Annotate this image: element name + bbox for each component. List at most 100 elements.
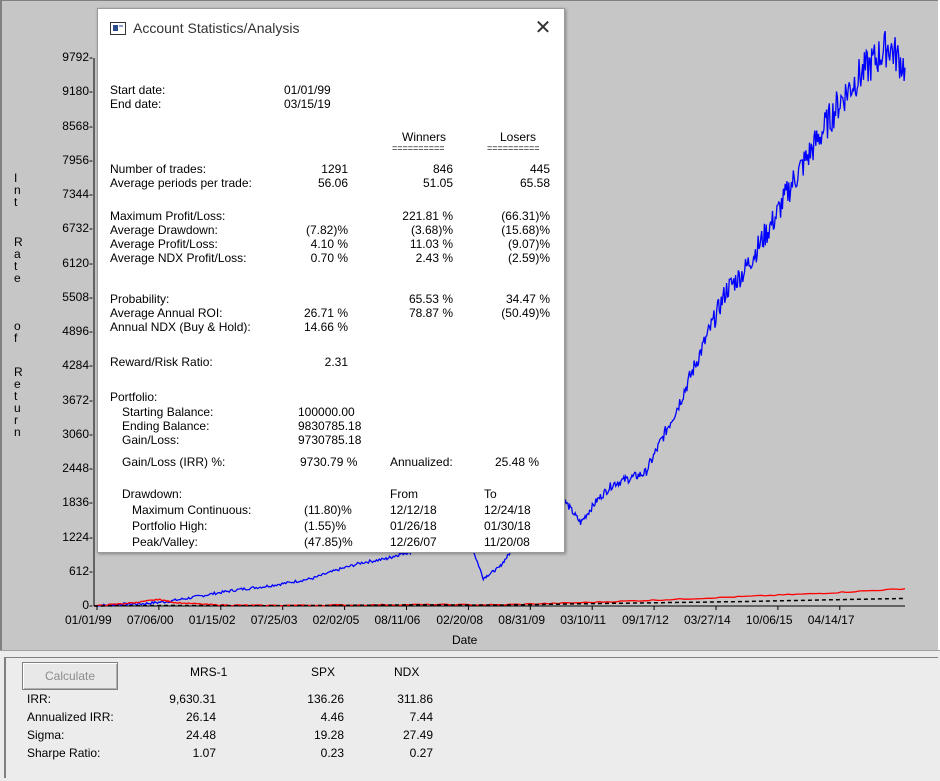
summary-panel (0, 650, 940, 781)
stat-losers-value: (2.59)% (507, 251, 550, 265)
x-axis-title: Date (452, 633, 478, 647)
stat-label: Average Drawdown: (110, 223, 218, 237)
stat-winners-value: 846 (432, 162, 453, 176)
x-tick-label: 01/01/99 (65, 613, 112, 627)
stat-all-value: 0.70 % (310, 251, 348, 265)
summary-cell: 311.86 (397, 692, 433, 706)
y-tick-label: 1224- (62, 529, 93, 544)
summary-cell: 24.48 (185, 728, 216, 742)
summary-row-label: Sigma: (27, 728, 65, 742)
max-continuous-from: 12/12/18 (390, 503, 437, 517)
stat-winners-value: 78.87 % (408, 306, 453, 320)
stat-losers-value: (15.68)% (501, 223, 550, 237)
y-axis-title-letter: f (14, 331, 18, 345)
y-tick-label: 4896- (62, 324, 93, 338)
x-tick-label: 01/15/02 (188, 613, 236, 627)
stat-label: Average Profit/Loss: (110, 237, 218, 251)
gain-loss-irr-value: 9730.79 % (300, 455, 358, 469)
winners-separator: ========== (392, 143, 445, 153)
y-axis-title-letter: e (14, 377, 21, 391)
x-tick-label: 03/10/11 (560, 613, 607, 627)
summary-cell: 0.23 (320, 746, 344, 760)
y-tick-label: 9792- (62, 50, 93, 64)
peak-valley-to: 11/20/08 (484, 535, 530, 549)
x-tick-label: 04/14/17 (807, 613, 855, 627)
summary-cell: 26.14 (185, 710, 216, 724)
y-axis-title-letter: t (14, 195, 18, 209)
x-tick-label: 07/06/00 (126, 613, 174, 627)
stat-losers-value: 65.58 (519, 176, 550, 190)
summary-cell: 27.49 (402, 728, 433, 742)
y-tick-label: 5508- (62, 289, 93, 304)
losers-separator: ========== (487, 143, 540, 153)
y-tick-label: 612- (68, 563, 93, 578)
x-tick-label: 02/02/05 (312, 613, 360, 627)
close-button[interactable]: ✕ (534, 17, 552, 39)
portfolio-label: Portfolio: (110, 390, 158, 404)
dialog-titlebar[interactable]: Account Statistics/Analysis ✕ (98, 9, 564, 47)
stat-winners-value: 221.81 % (402, 209, 453, 223)
y-axis-title-letter: n (14, 183, 21, 197)
gain-loss-value: 9730785.18 (298, 433, 362, 447)
y-tick-label: 1836- (62, 495, 93, 510)
portfolio-high-value: (1.55)% (304, 519, 347, 533)
annualized-label: Annualized: (390, 455, 453, 469)
x-tick-label: 07/25/03 (250, 613, 298, 627)
y-tick-label: 0- (82, 598, 93, 612)
stat-label: Number of trades: (110, 162, 207, 176)
series-line-spx (94, 597, 905, 607)
y-tick-label: 9180- (62, 84, 93, 99)
peak-valley-value: (47.85)% (304, 535, 353, 549)
drawdown-from-header: From (390, 487, 418, 501)
y-tick-label: 8568- (62, 118, 93, 133)
stat-label: Annual NDX (Buy & Hold): (110, 320, 251, 334)
y-axis-title-letter: r (14, 413, 18, 427)
drawdown-label: Drawdown: (122, 487, 183, 501)
y-axis-title-letter: R (14, 235, 23, 249)
stat-losers-value: 445 (529, 162, 550, 176)
portfolio-high-to: 01/30/18 (484, 519, 531, 533)
stat-all-value: 4.10 % (310, 237, 348, 251)
stat-label: Probability: (110, 292, 170, 306)
dialog-title: Account Statistics/Analysis (133, 20, 300, 36)
summary-cell: 19.28 (313, 728, 344, 742)
stat-losers-value: (9.07)% (507, 237, 550, 251)
stat-label: Maximum Profit/Loss: (110, 209, 226, 223)
stat-all-value: 1291 (321, 162, 348, 176)
col-header-spx: SPX (311, 665, 336, 679)
stat-all-value: 2.31 (324, 355, 348, 369)
y-tick-label: 7344- (62, 187, 93, 201)
gain-loss-label: Gain/Loss: (122, 433, 180, 447)
stat-losers-value: (50.49)% (501, 306, 550, 320)
summary-cell: 7.44 (409, 710, 433, 724)
end-date-label: End date: (110, 97, 162, 111)
x-tick-label: 09/17/12 (622, 613, 669, 627)
starting-balance-value: 100000.00 (298, 405, 355, 419)
summary-row-label: IRR: (27, 692, 51, 706)
series-line-ndx (93, 588, 906, 607)
annualized-value: 25.48 % (495, 455, 540, 469)
y-tick-label: 4284- (62, 358, 93, 373)
winners-header: Winners (402, 130, 447, 144)
gain-loss-irr-label: Gain/Loss (IRR) %: (122, 455, 226, 469)
summary-panel-inner (4, 657, 938, 778)
stat-all-value: 14.66 % (303, 320, 348, 334)
y-tick-label: 6732- (62, 221, 93, 236)
y-tick-label: 3060- (62, 426, 93, 441)
losers-header: Losers (500, 130, 537, 144)
summary-row-label: Annualized IRR: (27, 710, 114, 724)
stat-all-value: 26.71 % (303, 306, 348, 320)
end-date-value: 03/15/19 (284, 97, 331, 111)
x-tick-label: 10/06/15 (745, 613, 793, 627)
app-window-icon (110, 22, 126, 35)
summary-cell: 0.27 (409, 746, 433, 760)
portfolio-high-label: Portfolio High: (132, 519, 208, 533)
y-axis-title-letter: R (14, 365, 23, 379)
stat-label: Reward/Risk Ratio: (110, 355, 213, 369)
ending-balance-label: Ending Balance: (122, 419, 210, 433)
stat-label: Average Annual ROI: (110, 306, 223, 320)
max-continuous-to: 12/24/18 (484, 503, 531, 517)
calculate-button[interactable]: Calculate (22, 662, 118, 690)
stat-all-value: 56.06 (317, 176, 348, 190)
stat-losers-value: (66.31)% (501, 209, 550, 223)
